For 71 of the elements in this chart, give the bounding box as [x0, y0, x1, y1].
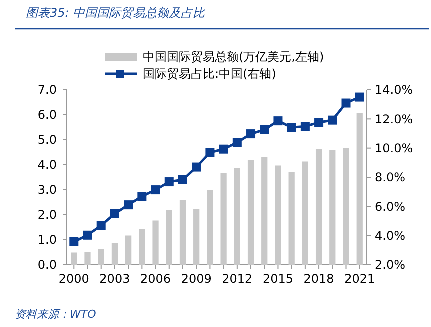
bar [126, 236, 132, 265]
point [219, 144, 228, 154]
x-tick-label: 2018 [304, 272, 334, 286]
bar [71, 252, 78, 265]
y-tick-label: 5.0 [38, 133, 57, 148]
bar [152, 220, 159, 265]
point [355, 92, 364, 102]
point [287, 123, 296, 132]
point [206, 148, 215, 158]
y-tick-label: 3.0 [38, 183, 57, 198]
y-tick-label: 6.0 [38, 108, 57, 122]
point [274, 116, 283, 126]
point [124, 200, 134, 210]
x-tick-label: 2006 [140, 272, 172, 286]
bar [112, 243, 118, 265]
y2-tick-label: 12.0% [375, 112, 414, 126]
point [83, 230, 92, 240]
bar [275, 166, 282, 265]
bar [220, 173, 227, 265]
point [138, 192, 147, 202]
bar [248, 160, 254, 265]
x-tick-label: 2015 [262, 272, 294, 286]
bar [194, 209, 200, 265]
y-tick-label: 2.0 [38, 208, 57, 222]
x-tick-label: 2009 [181, 272, 212, 286]
bar [234, 168, 240, 265]
point [70, 237, 79, 246]
bar [180, 200, 186, 265]
legend-label: 中国国际贸易总额(万亿美元,左轴) [143, 50, 324, 64]
bar [356, 113, 363, 265]
point [314, 118, 324, 128]
y2-tick-label: 2.0% [375, 258, 406, 272]
bar [166, 210, 172, 265]
y2-tick-label: 6.0% [375, 200, 406, 214]
point [300, 122, 310, 132]
y2-tick-label: 10.0% [375, 142, 414, 156]
point [164, 178, 174, 187]
bar [139, 229, 146, 265]
y2-tick-label: 4.0% [375, 229, 406, 244]
x-tick-label: 2003 [100, 272, 130, 286]
point [151, 186, 160, 195]
legend-label: 国际贸易占比:中国(右轴) [143, 67, 276, 82]
text: 资料来源：WTO [15, 308, 97, 321]
bar [302, 162, 308, 265]
bar [316, 149, 322, 265]
chart-title: 图表35: 中国国际贸易总额及占比 [26, 6, 206, 20]
y-tick-label: 4.0 [38, 158, 57, 172]
point [246, 130, 256, 139]
point [110, 209, 120, 218]
point [192, 162, 202, 172]
y-tick-label: 1.0 [38, 233, 57, 248]
point [178, 175, 188, 184]
y2-tick-label: 14.0% [375, 83, 414, 98]
x-tick-label: 2012 [222, 272, 253, 286]
point [260, 125, 270, 134]
bar [330, 150, 336, 265]
point [342, 98, 351, 108]
y-tick-label: 0.0 [38, 258, 57, 272]
x-tick-label: 2021 [344, 272, 376, 286]
point [96, 221, 106, 230]
bar [262, 157, 268, 265]
x-tick-label: 2000 [58, 272, 90, 286]
y-tick-label: 7.0 [38, 83, 57, 98]
bar [207, 190, 214, 265]
point [232, 138, 242, 148]
bar [98, 250, 104, 265]
bar [343, 148, 350, 265]
bar [288, 172, 295, 265]
y2-tick-label: 8.0% [375, 170, 406, 185]
bar [84, 252, 91, 265]
point [328, 116, 338, 125]
